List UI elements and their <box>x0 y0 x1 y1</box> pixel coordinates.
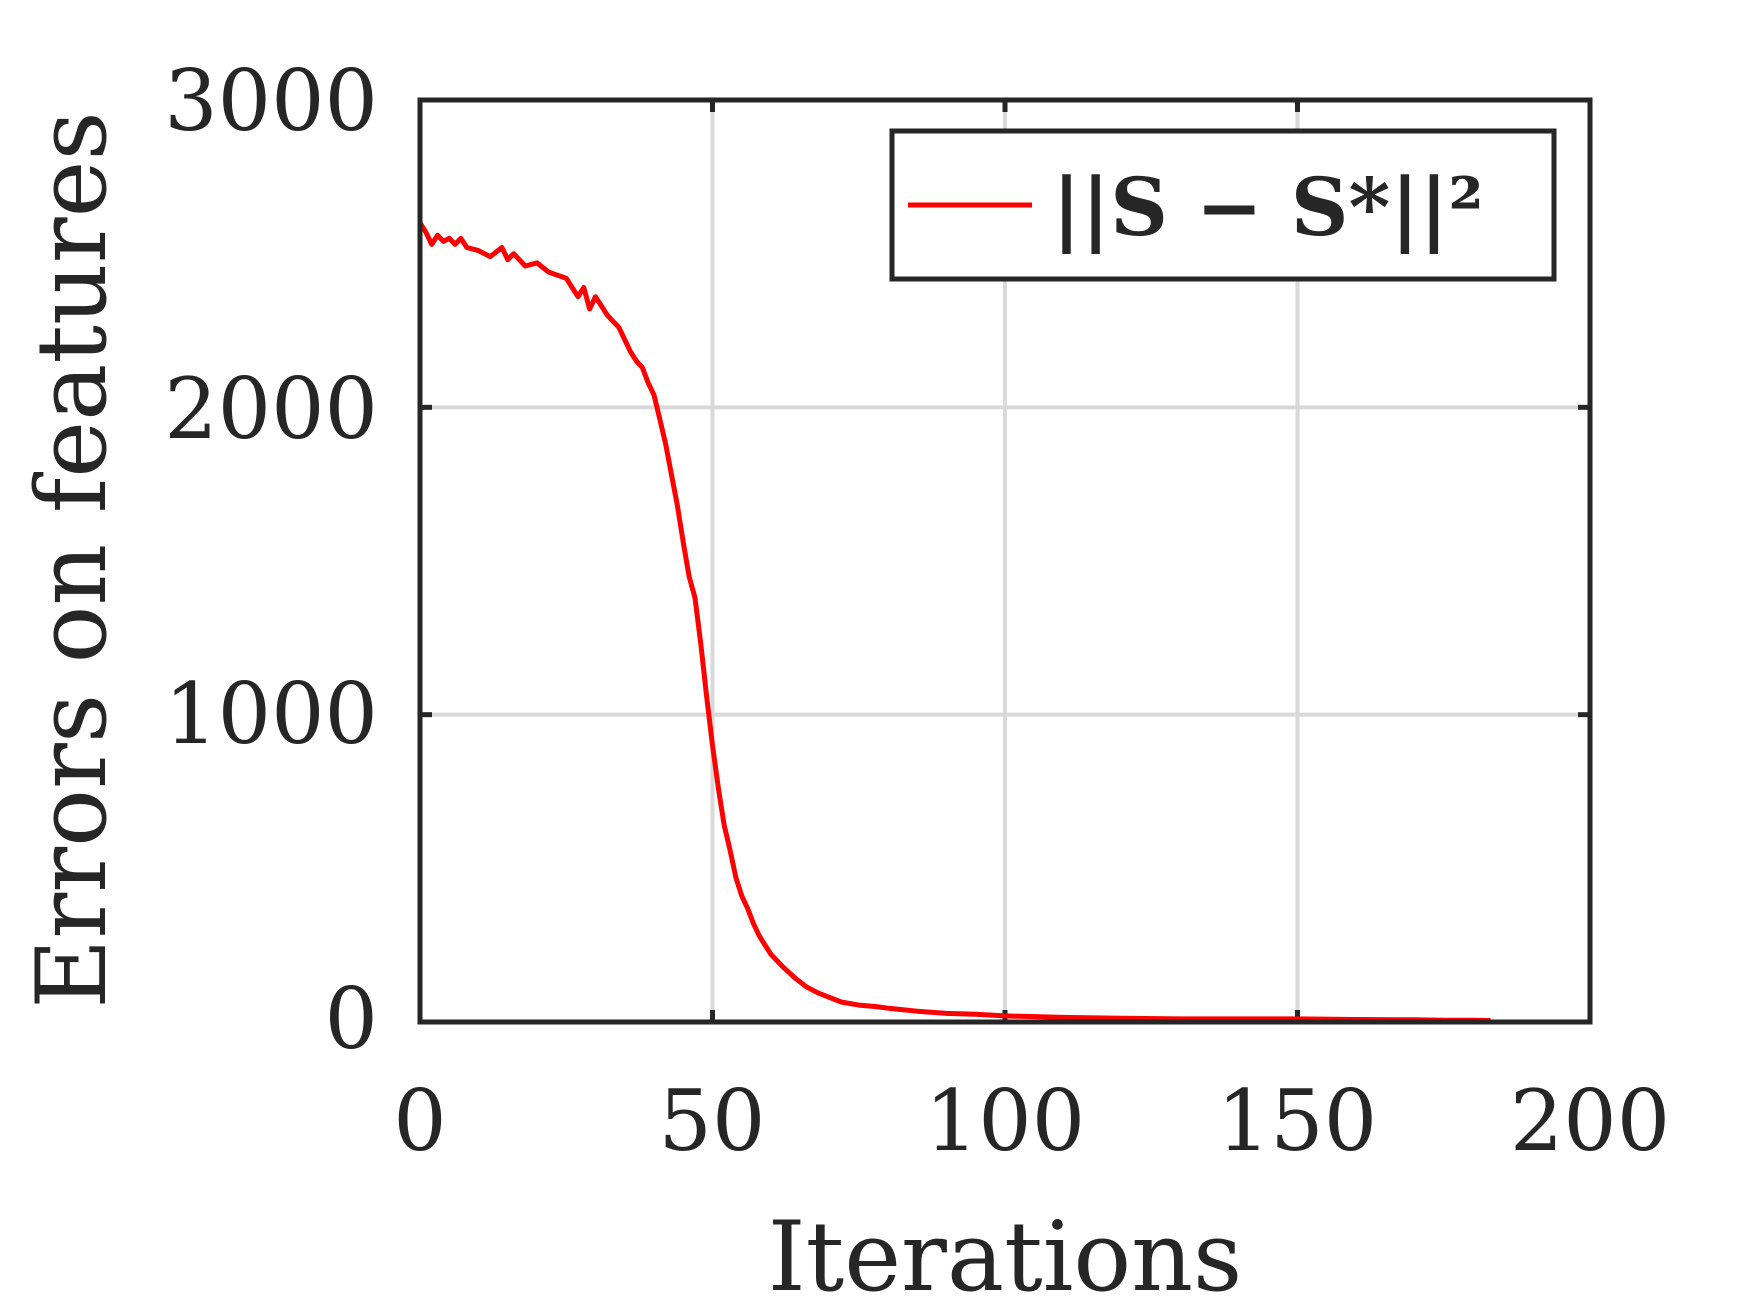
y-axis-title: Errors on features <box>16 111 128 1008</box>
x-tick-label-100: 100 <box>925 1072 1085 1170</box>
legend: ||S − S*||² <box>889 128 1557 282</box>
x-tick-label-200: 200 <box>1510 1072 1670 1170</box>
y-tick-label-1000: 1000 <box>164 665 378 763</box>
x-axis-title: Iterations <box>768 1201 1243 1313</box>
legend-label: ||S − S*||² <box>1052 160 1484 255</box>
y-tick-label-0: 0 <box>325 970 378 1068</box>
x-tick-label-0: 0 <box>393 1072 446 1170</box>
y-tick-label-2000: 2000 <box>164 360 378 458</box>
x-tick-label-50: 50 <box>659 1072 766 1170</box>
plot-area-frame <box>417 97 1593 1025</box>
y-tick-label-3000: 3000 <box>164 52 378 150</box>
x-tick-label-150: 150 <box>1217 1072 1377 1170</box>
series-line <box>417 221 1491 1023</box>
